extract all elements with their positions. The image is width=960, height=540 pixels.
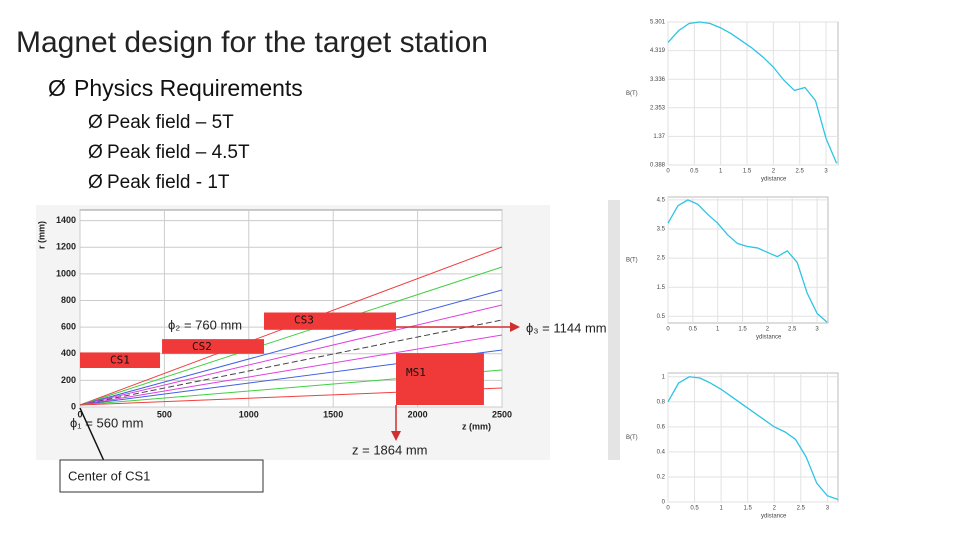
x-tick-label: 2.5 [788, 327, 797, 333]
sub-bullet: Peak field - 1T [107, 172, 230, 193]
x-axis-label: ydistance [756, 335, 782, 341]
x-tick-label: 0.5 [689, 327, 698, 333]
y-tick-label: 0.2 [657, 475, 666, 481]
y-tick-label: 1400 [56, 215, 76, 225]
y-tick-label: 1.37 [653, 134, 665, 140]
y-tick-label: 5.301 [650, 20, 666, 26]
x-axis-label: ydistance [761, 514, 787, 520]
x-tick-label: 2.5 [797, 506, 806, 512]
arrow-head [391, 431, 401, 441]
coil [395, 353, 484, 406]
coil-label: MS1 [406, 366, 426, 379]
plot-area [667, 21, 839, 166]
x-tick-label: 1.5 [744, 506, 753, 512]
bullet-arrow: Ø [48, 75, 66, 101]
y-tick-label: 400 [61, 348, 76, 358]
y-axis-label: r (mm) [36, 221, 46, 249]
y-tick-label: 1 [662, 374, 666, 380]
x-tick-label: 0.5 [690, 169, 699, 175]
y-axis-label: B(T) [626, 435, 638, 441]
y-tick-label: 4.319 [650, 48, 666, 54]
coil-label: CS3 [294, 313, 314, 326]
x-tick-label: 1500 [323, 409, 343, 419]
bullet-arrow: Ø [88, 112, 103, 133]
x-tick-label: 2000 [408, 409, 428, 419]
sub-bullet: Peak field – 5T [107, 112, 234, 133]
y-tick-label: 1.5 [657, 285, 666, 291]
coil-label: CS1 [110, 353, 130, 366]
x-tick-label: 2500 [492, 409, 512, 419]
x-tick-label: 0 [666, 506, 670, 512]
x-axis-label: z (mm) [462, 421, 491, 431]
plot-area [667, 372, 839, 503]
bullet-arrow: Ø [88, 142, 103, 163]
y-tick-label: 1000 [56, 268, 76, 278]
x-tick-label: 2 [772, 169, 776, 175]
callout: Center of CS1 [68, 468, 150, 483]
x-axis-label: ydistance [761, 177, 787, 183]
annotation: ϕ₃ = 1144 mm [526, 320, 607, 335]
y-axis-label: B(T) [626, 91, 638, 97]
coil [162, 339, 264, 354]
y-tick-label: 3.336 [650, 77, 666, 83]
x-tick-label: 2 [766, 327, 770, 333]
x-tick-label: 0.5 [690, 506, 699, 512]
x-tick-label: 1 [716, 327, 720, 333]
x-tick-label: 1000 [239, 409, 259, 419]
annotation: ϕ₂ = 760 mm [168, 317, 242, 332]
y-tick-label: 0.8 [657, 399, 666, 405]
y-tick-label: 0.5 [657, 314, 666, 320]
y-tick-label: 1200 [56, 242, 76, 252]
x-tick-label: 500 [157, 409, 172, 419]
field-curve [667, 199, 828, 323]
x-tick-label: 1.5 [738, 327, 747, 333]
panel-edge [608, 200, 620, 460]
y-tick-label: 600 [61, 322, 76, 332]
y-tick-label: 2.5 [657, 256, 666, 262]
field-curve [667, 376, 839, 501]
arrow-head [510, 322, 520, 332]
bullet-arrow: Ø [88, 172, 103, 193]
y-tick-label: 2.353 [650, 105, 666, 111]
sub-bullet: Peak field – 4.5T [107, 142, 250, 163]
y-tick-label: 0 [662, 500, 666, 506]
y-tick-label: 0 [71, 401, 76, 411]
x-tick-label: 1.5 [743, 169, 752, 175]
y-tick-label: 3.5 [657, 227, 666, 233]
coil [263, 312, 396, 330]
coil-label: CS2 [192, 340, 212, 353]
coil [80, 352, 161, 368]
callout-box [59, 459, 264, 493]
callout-line [79, 407, 105, 462]
y-tick-label: 0.6 [657, 424, 666, 430]
x-tick-label: 2 [773, 506, 777, 512]
x-tick-label: 2.5 [796, 169, 805, 175]
y-axis-label: B(T) [626, 258, 638, 264]
y-tick-label: 0.4 [657, 449, 666, 455]
x-tick-label: 3 [824, 169, 828, 175]
title: Magnet design for the target station [16, 26, 488, 59]
plot-area [667, 196, 829, 324]
annotation: z = 1864 mm [352, 442, 428, 457]
bullet: Physics Requirements [74, 75, 303, 101]
y-tick-label: 4.5 [657, 197, 666, 203]
x-tick-label: 3 [826, 506, 830, 512]
x-tick-label: 1 [719, 169, 723, 175]
y-tick-label: 0.388 [650, 163, 666, 169]
field-curve [667, 21, 838, 164]
x-tick-label: 0 [666, 169, 670, 175]
x-tick-label: 0 [666, 327, 670, 333]
y-tick-label: 800 [61, 295, 76, 305]
x-tick-label: 1 [719, 506, 723, 512]
x-tick-label: 0 [77, 409, 82, 419]
y-tick-label: 200 [61, 375, 76, 385]
x-tick-label: 3 [815, 327, 819, 333]
